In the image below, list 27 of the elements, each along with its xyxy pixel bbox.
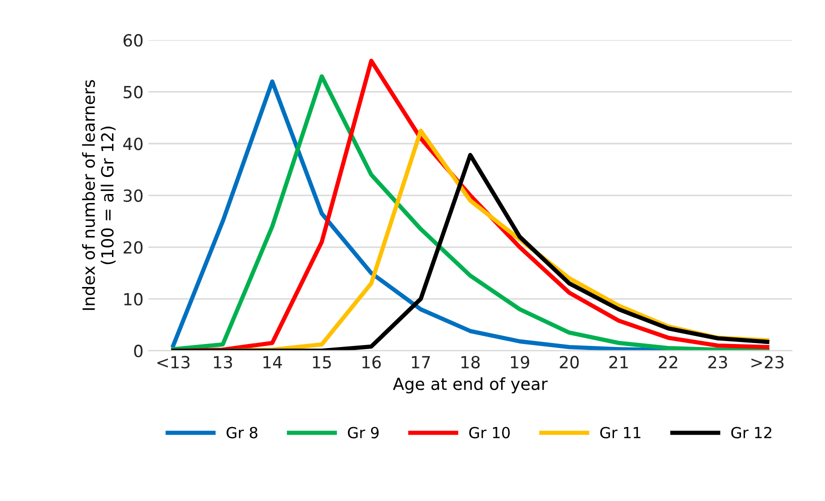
x-tick-label: 20 — [560, 356, 579, 368]
y-axis-title: Index of number of learners (100 = all Gr 12) — [82, 80, 116, 310]
x-tick-label: >23 — [751, 356, 784, 368]
y-tick-label: 50 — [124, 86, 143, 98]
y-tick-label: 60 — [124, 34, 143, 47]
x-tick-label: 22 — [658, 356, 678, 368]
x-tick-label: 13 — [214, 356, 232, 368]
y-tick-label: 10 — [124, 292, 143, 306]
x-tick-label: 18 — [461, 356, 480, 368]
y-tick-label: 40 — [123, 138, 143, 150]
y-tick-label: 20 — [124, 241, 143, 254]
legend-label: Gr 10 — [469, 426, 510, 438]
x-tick-label: 23 — [708, 356, 728, 368]
x-tick-label: 21 — [609, 356, 628, 368]
y-tick-label: 30 — [124, 189, 143, 202]
legend-label: Gr 8 — [226, 426, 258, 438]
legend-label: Gr 9 — [348, 426, 379, 438]
x-tick-label: 16 — [362, 356, 381, 368]
legend-label: Gr 11 — [600, 426, 640, 438]
x-tick-label: 19 — [510, 356, 530, 368]
x-axis-title: Age at end of year — [392, 377, 548, 394]
x-tick-label: 17 — [412, 356, 430, 368]
x-tick-label: <13 — [157, 356, 190, 368]
x-tick-label: 15 — [312, 356, 331, 368]
legend-label: Gr 12 — [731, 426, 772, 438]
y-tick-label: 0 — [134, 344, 143, 358]
x-tick-label: 14 — [263, 356, 282, 368]
